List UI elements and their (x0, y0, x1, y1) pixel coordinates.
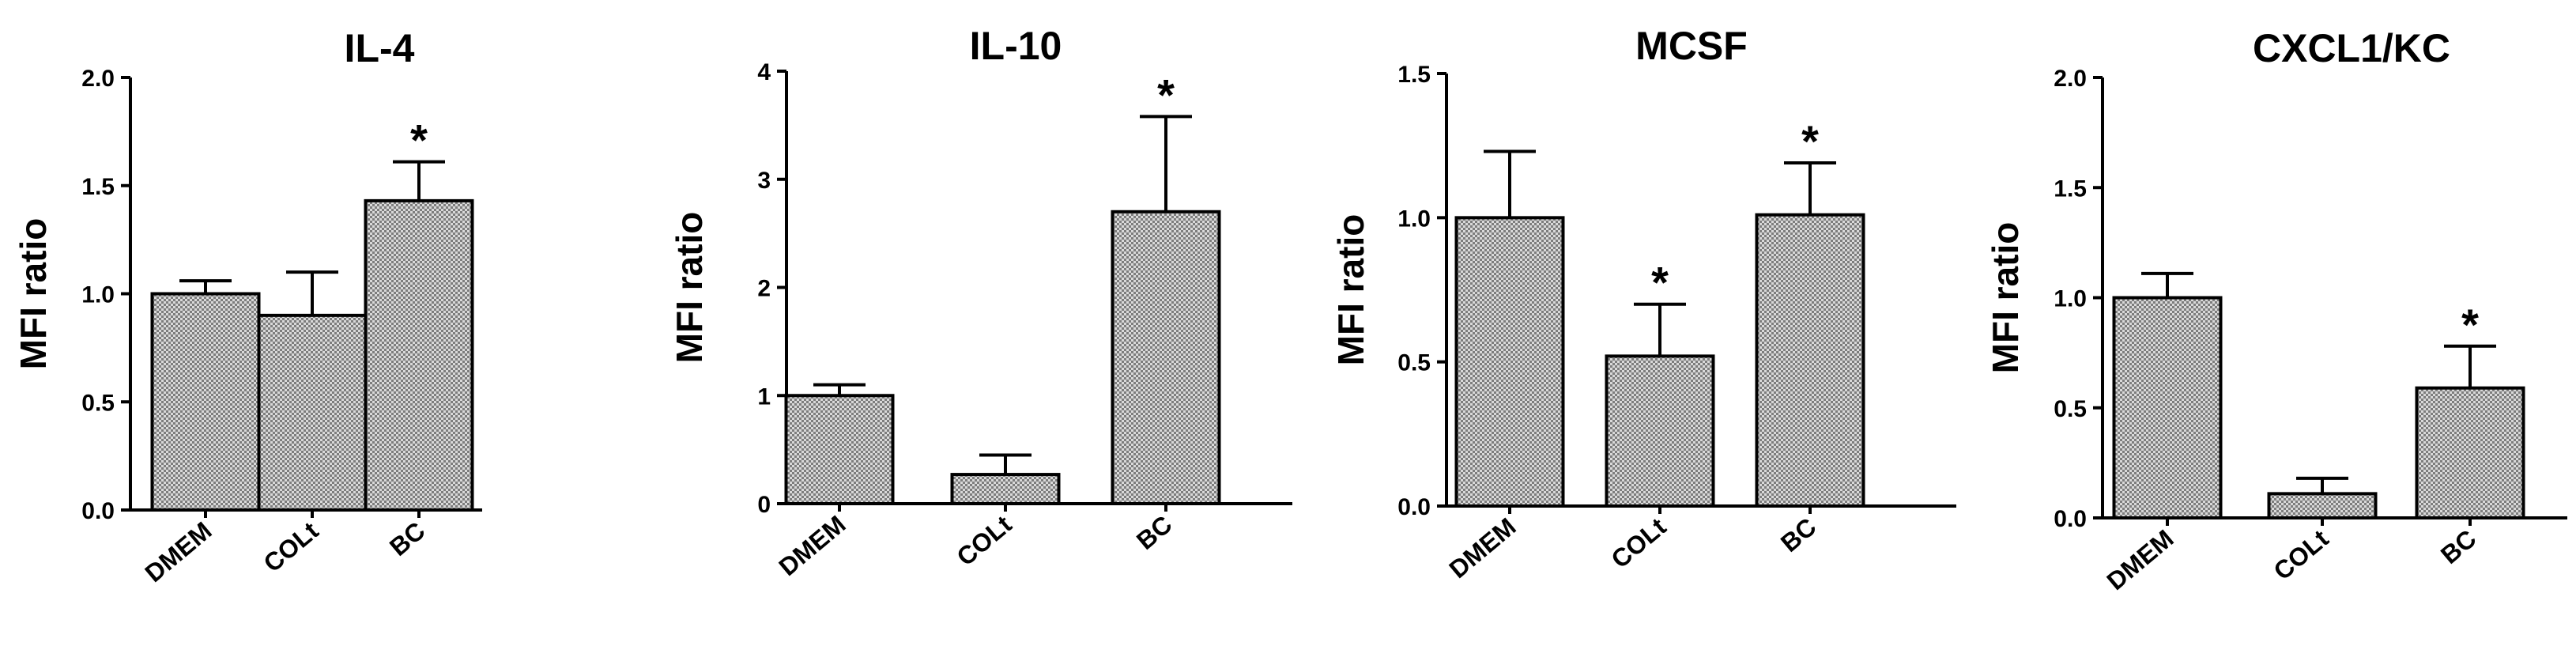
bar-bc (2415, 386, 2525, 519)
category-label: DMEM (1443, 512, 1521, 584)
y-tick-label: 0.0 (1397, 494, 1431, 520)
y-tick-label: 1.5 (1397, 62, 1431, 88)
y-axis-label: MFI ratio (1330, 214, 1371, 366)
category-label: DMEM (773, 510, 850, 581)
chart-panel-3: MCSF MFI ratio 0.0 0.5 1.0 1.5 DMEM * COLt * BC (1330, 24, 1956, 584)
significance-marker: * (410, 115, 428, 165)
y-tick-label: 0.0 (81, 498, 115, 524)
y-axis-label: MFI ratio (1985, 222, 2026, 374)
y-tick-label: 3 (757, 168, 771, 194)
y-axis-label: MFI ratio (13, 218, 54, 370)
category-label: COLt (258, 516, 323, 578)
y-tick-label: 4 (757, 59, 771, 85)
category-label: COLt (1605, 512, 1671, 574)
category-label: BC (1775, 512, 1822, 557)
chart-title: CXCL1/KC (2253, 26, 2450, 70)
y-tick-label: 0.5 (81, 390, 115, 416)
chart-title: IL-10 (970, 24, 1062, 68)
bar-colt (950, 473, 1061, 506)
y-tick-label: 1.0 (81, 282, 115, 308)
y-tick-label: 1.0 (2054, 286, 2087, 312)
y-tick-label: 1.5 (2054, 176, 2087, 202)
y-tick-label: 2.0 (2054, 66, 2087, 92)
category-label: BC (384, 516, 431, 561)
y-tick-label: 1.0 (1397, 206, 1431, 232)
chart-panel-2: IL-10 MFI ratio 0 1 2 3 4 DMEM COLt * BC (669, 24, 1292, 581)
bar-bc (1755, 213, 1865, 508)
y-tick-label: 0.5 (1397, 350, 1431, 376)
chart-title: IL-4 (345, 26, 415, 70)
y-tick-label: 0 (757, 492, 771, 518)
category-label: COLt (2268, 524, 2333, 586)
bar-dmem (150, 292, 261, 512)
bar-colt (257, 313, 368, 512)
significance-marker: * (1157, 70, 1175, 119)
y-tick-label: 1 (757, 383, 771, 410)
y-tick-label: 2 (757, 276, 771, 302)
bar-dmem (1454, 216, 1565, 508)
chart-title: MCSF (1635, 24, 1748, 68)
bar-colt (1605, 354, 1715, 508)
significance-marker: * (1801, 116, 1819, 166)
chart-panel-1: IL-4 MFI ratio 0.0 0.5 1.0 1.5 2.0 DMEM COLt * BC (13, 26, 482, 587)
y-axis-label: MFI ratio (669, 212, 710, 364)
category-label: COLt (951, 510, 1016, 572)
y-tick-label: 0.5 (2054, 396, 2087, 422)
y-tick-label: 2.0 (81, 66, 115, 92)
significance-marker: * (1651, 258, 1669, 308)
bar-bc (364, 198, 474, 512)
bar-dmem (2112, 296, 2223, 519)
category-label: DMEM (139, 516, 217, 587)
bar-colt (2267, 492, 2378, 519)
category-label: BC (2435, 524, 2482, 569)
category-label: BC (1131, 510, 1178, 555)
y-tick-label: 1.5 (81, 174, 115, 200)
y-tick-label: 0.0 (2054, 506, 2087, 532)
category-label: DMEM (2101, 524, 2178, 595)
bar-bc (1111, 210, 1221, 505)
chart-panel-4: CXCL1/KC MFI ratio 0.0 0.5 1.0 1.5 2.0 DMEM COLt… (1985, 26, 2567, 595)
significance-marker: * (2461, 300, 2479, 349)
bar-dmem (784, 394, 895, 505)
